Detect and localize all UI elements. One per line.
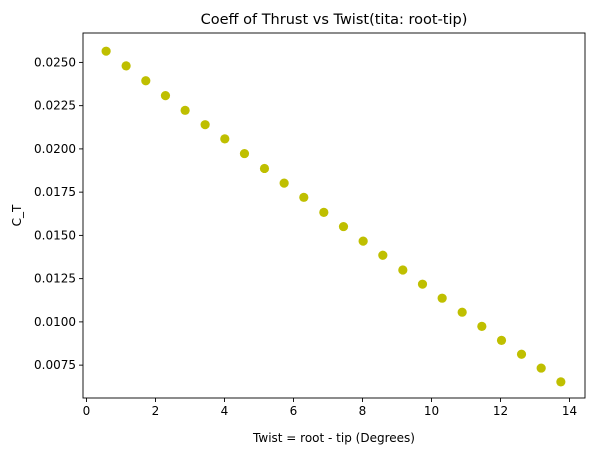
data-point (358, 236, 368, 246)
data-point (477, 321, 487, 331)
data-point (220, 134, 230, 144)
data-point (398, 265, 408, 275)
data-point (279, 178, 289, 188)
data-point (121, 61, 131, 71)
x-tick-label: 6 (290, 404, 298, 418)
x-tick-label: 0 (83, 404, 91, 418)
data-point (239, 148, 250, 159)
data-point (556, 377, 566, 387)
x-tick-label: 10 (424, 404, 439, 418)
data-point (516, 349, 527, 359)
plot-area-frame (82, 32, 586, 399)
y-tick-label: 0.0125 (34, 272, 76, 286)
data-point (496, 335, 507, 345)
x-axis-ticks: 0 2 4 6 8 10 12 14 (83, 398, 577, 418)
y-tick-label: 0.0100 (34, 315, 76, 329)
data-points (101, 46, 566, 387)
y-tick-label: 0.0200 (34, 142, 76, 156)
x-axis-label: Twist = root - tip (Degrees) (252, 431, 415, 445)
y-tick-label: 0.0175 (34, 185, 76, 199)
data-point (378, 250, 388, 260)
chart-title: Coeff of Thrust vs Twist(tita: root-tip) (201, 12, 468, 28)
y-tick-label: 0.0150 (34, 228, 76, 242)
data-point (259, 163, 270, 174)
x-tick-label: 8 (359, 404, 367, 418)
data-point (141, 76, 151, 86)
data-point (457, 307, 467, 317)
y-tick-label: 0.0225 (34, 99, 76, 113)
data-point (536, 363, 546, 373)
data-point (338, 221, 349, 232)
y-axis-ticks: 0.0075 0.0100 0.0125 0.0150 0.0175 0.0200 0.02… (34, 55, 83, 372)
x-tick-label: 12 (493, 404, 508, 418)
y-tick-label: 0.0075 (34, 358, 76, 372)
x-tick-label: 2 (152, 404, 160, 418)
data-point (101, 46, 111, 56)
data-point (437, 293, 447, 303)
data-point (200, 120, 210, 130)
x-tick-label: 4 (221, 404, 229, 418)
y-axis-label: C_T (10, 204, 24, 226)
data-point (160, 91, 171, 101)
data-point (180, 105, 190, 115)
data-point (417, 279, 428, 289)
data-point (319, 207, 329, 217)
data-point (299, 192, 309, 202)
y-tick-label: 0.0250 (34, 55, 76, 69)
x-tick-label: 14 (562, 404, 577, 418)
